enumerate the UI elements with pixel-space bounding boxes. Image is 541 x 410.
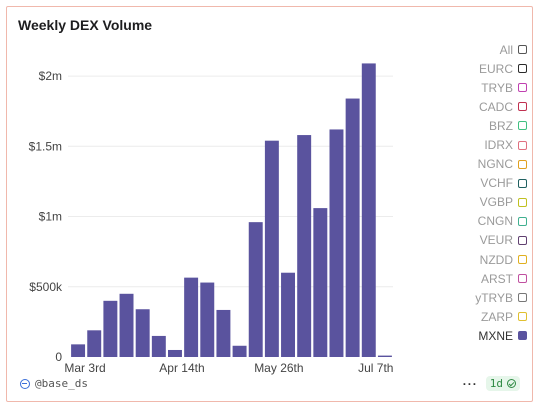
bar <box>361 63 376 357</box>
legend-item-mxne[interactable]: MXNE <box>447 326 527 345</box>
bar <box>329 129 344 357</box>
legend-label: ARST <box>480 271 513 286</box>
legend-label: NZDD <box>479 252 513 267</box>
legend-item-arst[interactable]: ARST <box>447 269 527 288</box>
legend-item-eurc[interactable]: EURC <box>447 59 527 78</box>
legend-swatch-icon <box>518 102 527 112</box>
legend-label: VCHF <box>480 176 513 191</box>
more-options-icon[interactable]: ··· <box>462 376 478 391</box>
bar <box>151 335 166 357</box>
legend-swatch-icon <box>518 331 527 341</box>
check-circle-icon <box>507 379 516 388</box>
legend-item-vchf[interactable]: VCHF <box>447 174 527 193</box>
chart-title: Weekly DEX Volume <box>18 17 153 33</box>
y-tick-label: $1.5m <box>29 139 62 153</box>
legend-item-ngnc[interactable]: NGNC <box>447 155 527 174</box>
legend-swatch-icon <box>518 197 527 207</box>
legend-item-veur[interactable]: VEUR <box>447 231 527 250</box>
legend-label: EURC <box>478 61 513 76</box>
bar <box>200 282 215 357</box>
legend-swatch-icon <box>518 216 527 226</box>
bar <box>168 349 182 357</box>
bar <box>248 222 263 357</box>
legend-item-brz[interactable]: BRZ <box>447 116 527 135</box>
bar <box>297 135 312 357</box>
legend-label: CADC <box>478 99 513 114</box>
bar <box>135 309 150 357</box>
legend-swatch-icon <box>518 293 527 303</box>
bar <box>345 98 360 357</box>
legend-swatch-icon <box>518 255 527 265</box>
legend-swatch-icon <box>518 312 527 322</box>
refresh-badge[interactable]: 1d <box>485 376 520 391</box>
legend-label: TRYB <box>481 80 513 95</box>
refresh-interval: 1d <box>489 377 503 390</box>
y-tick-label: $1m <box>39 210 62 224</box>
x-tick-label: May 26th <box>254 361 303 375</box>
legend-swatch-icon <box>518 235 527 245</box>
legend-item-tryb[interactable]: TRYB <box>447 78 527 97</box>
x-tick-label: Mar 3rd <box>64 361 105 375</box>
legend-item-nzdd[interactable]: NZDD <box>447 250 527 269</box>
bar <box>71 344 86 357</box>
bar <box>216 309 231 357</box>
legend: All EURC TRYB CADC BRZ IDRX NGNC VCHF VGBP CNGN VE… <box>447 40 527 346</box>
footer-actions: ··· 1d <box>463 376 520 391</box>
legend-swatch-icon <box>518 45 527 55</box>
legend-item-cadc[interactable]: CADC <box>447 97 527 116</box>
legend-swatch-icon <box>518 178 527 188</box>
legend-swatch-icon <box>518 83 527 93</box>
legend-item-all[interactable]: All <box>447 40 527 59</box>
y-tick-label: $500k <box>29 280 63 294</box>
bar <box>281 272 295 357</box>
legend-label: VEUR <box>479 233 513 248</box>
legend-item-ytryb[interactable]: yTRYB <box>447 288 527 307</box>
author-name: @base_ds <box>35 377 88 390</box>
legend-label: ZARP <box>480 309 513 324</box>
bar <box>377 355 392 357</box>
legend-item-idrx[interactable]: IDRX <box>447 135 527 154</box>
dune-logo-icon <box>20 378 30 389</box>
bar <box>103 300 118 357</box>
legend-swatch-icon <box>518 64 527 74</box>
legend-label: NGNC <box>477 157 513 172</box>
legend-label: MXNE <box>478 328 513 343</box>
x-tick-label: Jul 7th <box>358 361 393 375</box>
y-tick-label: $2m <box>39 69 62 83</box>
legend-label: VGBP <box>479 195 513 210</box>
legend-label: All <box>499 42 513 57</box>
legend-swatch-icon <box>518 159 527 169</box>
legend-item-cngn[interactable]: CNGN <box>447 212 527 231</box>
bar <box>184 277 199 357</box>
legend-item-vgbp[interactable]: VGBP <box>447 193 527 212</box>
x-tick-label: Apr 14th <box>159 361 204 375</box>
legend-swatch-icon <box>518 274 527 284</box>
legend-swatch-icon <box>518 121 527 131</box>
bar <box>313 208 328 357</box>
bar <box>119 293 134 357</box>
author-tag[interactable]: @base_ds <box>20 377 88 390</box>
legend-label: BRZ <box>489 118 513 133</box>
bar <box>264 140 279 357</box>
legend-label: yTRYB <box>475 290 513 305</box>
legend-label: IDRX <box>484 138 513 153</box>
legend-label: CNGN <box>477 214 513 229</box>
bar <box>232 345 247 357</box>
y-tick-label: 0 <box>55 350 62 364</box>
bar <box>87 330 102 357</box>
legend-item-zarp[interactable]: ZARP <box>447 307 527 326</box>
legend-swatch-icon <box>518 140 527 150</box>
